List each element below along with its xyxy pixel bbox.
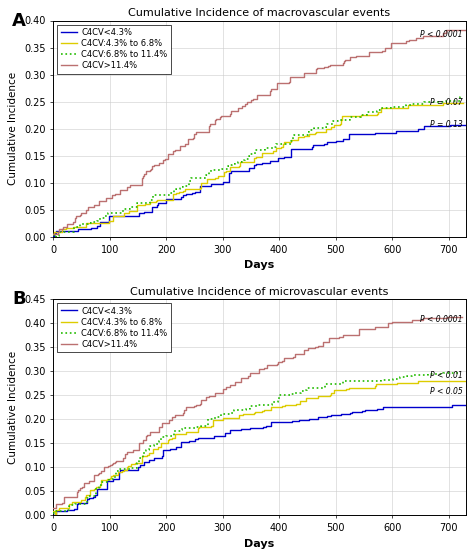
Text: P < 0.0001: P < 0.0001 bbox=[420, 315, 463, 324]
Text: P < 0.05: P < 0.05 bbox=[430, 387, 463, 396]
Text: P = 0.07: P = 0.07 bbox=[430, 98, 463, 108]
Legend: C4CV<4.3%, C4CV:4.3% to 6.8%, C4CV:6.8% to 11.4%, C4CV>11.4%: C4CV<4.3%, C4CV:4.3% to 6.8%, C4CV:6.8% … bbox=[57, 25, 171, 74]
X-axis label: Days: Days bbox=[244, 260, 274, 270]
Text: P = 0.13: P = 0.13 bbox=[430, 120, 463, 129]
Text: A: A bbox=[12, 12, 26, 30]
Y-axis label: Cumulative Incidence: Cumulative Incidence bbox=[9, 72, 18, 185]
Text: P < 0.01: P < 0.01 bbox=[430, 370, 463, 379]
Title: Cumulative Incidence of microvascular events: Cumulative Incidence of microvascular ev… bbox=[130, 287, 389, 297]
Text: P < 0.0001: P < 0.0001 bbox=[420, 30, 463, 38]
X-axis label: Days: Days bbox=[244, 539, 274, 549]
Title: Cumulative Incidence of macrovascular events: Cumulative Incidence of macrovascular ev… bbox=[128, 8, 391, 18]
Y-axis label: Cumulative Incidence: Cumulative Incidence bbox=[9, 351, 18, 464]
Text: B: B bbox=[12, 290, 26, 309]
Legend: C4CV<4.3%, C4CV:4.3% to 6.8%, C4CV:6.8% to 11.4%, C4CV>11.4%: C4CV<4.3%, C4CV:4.3% to 6.8%, C4CV:6.8% … bbox=[57, 303, 171, 352]
